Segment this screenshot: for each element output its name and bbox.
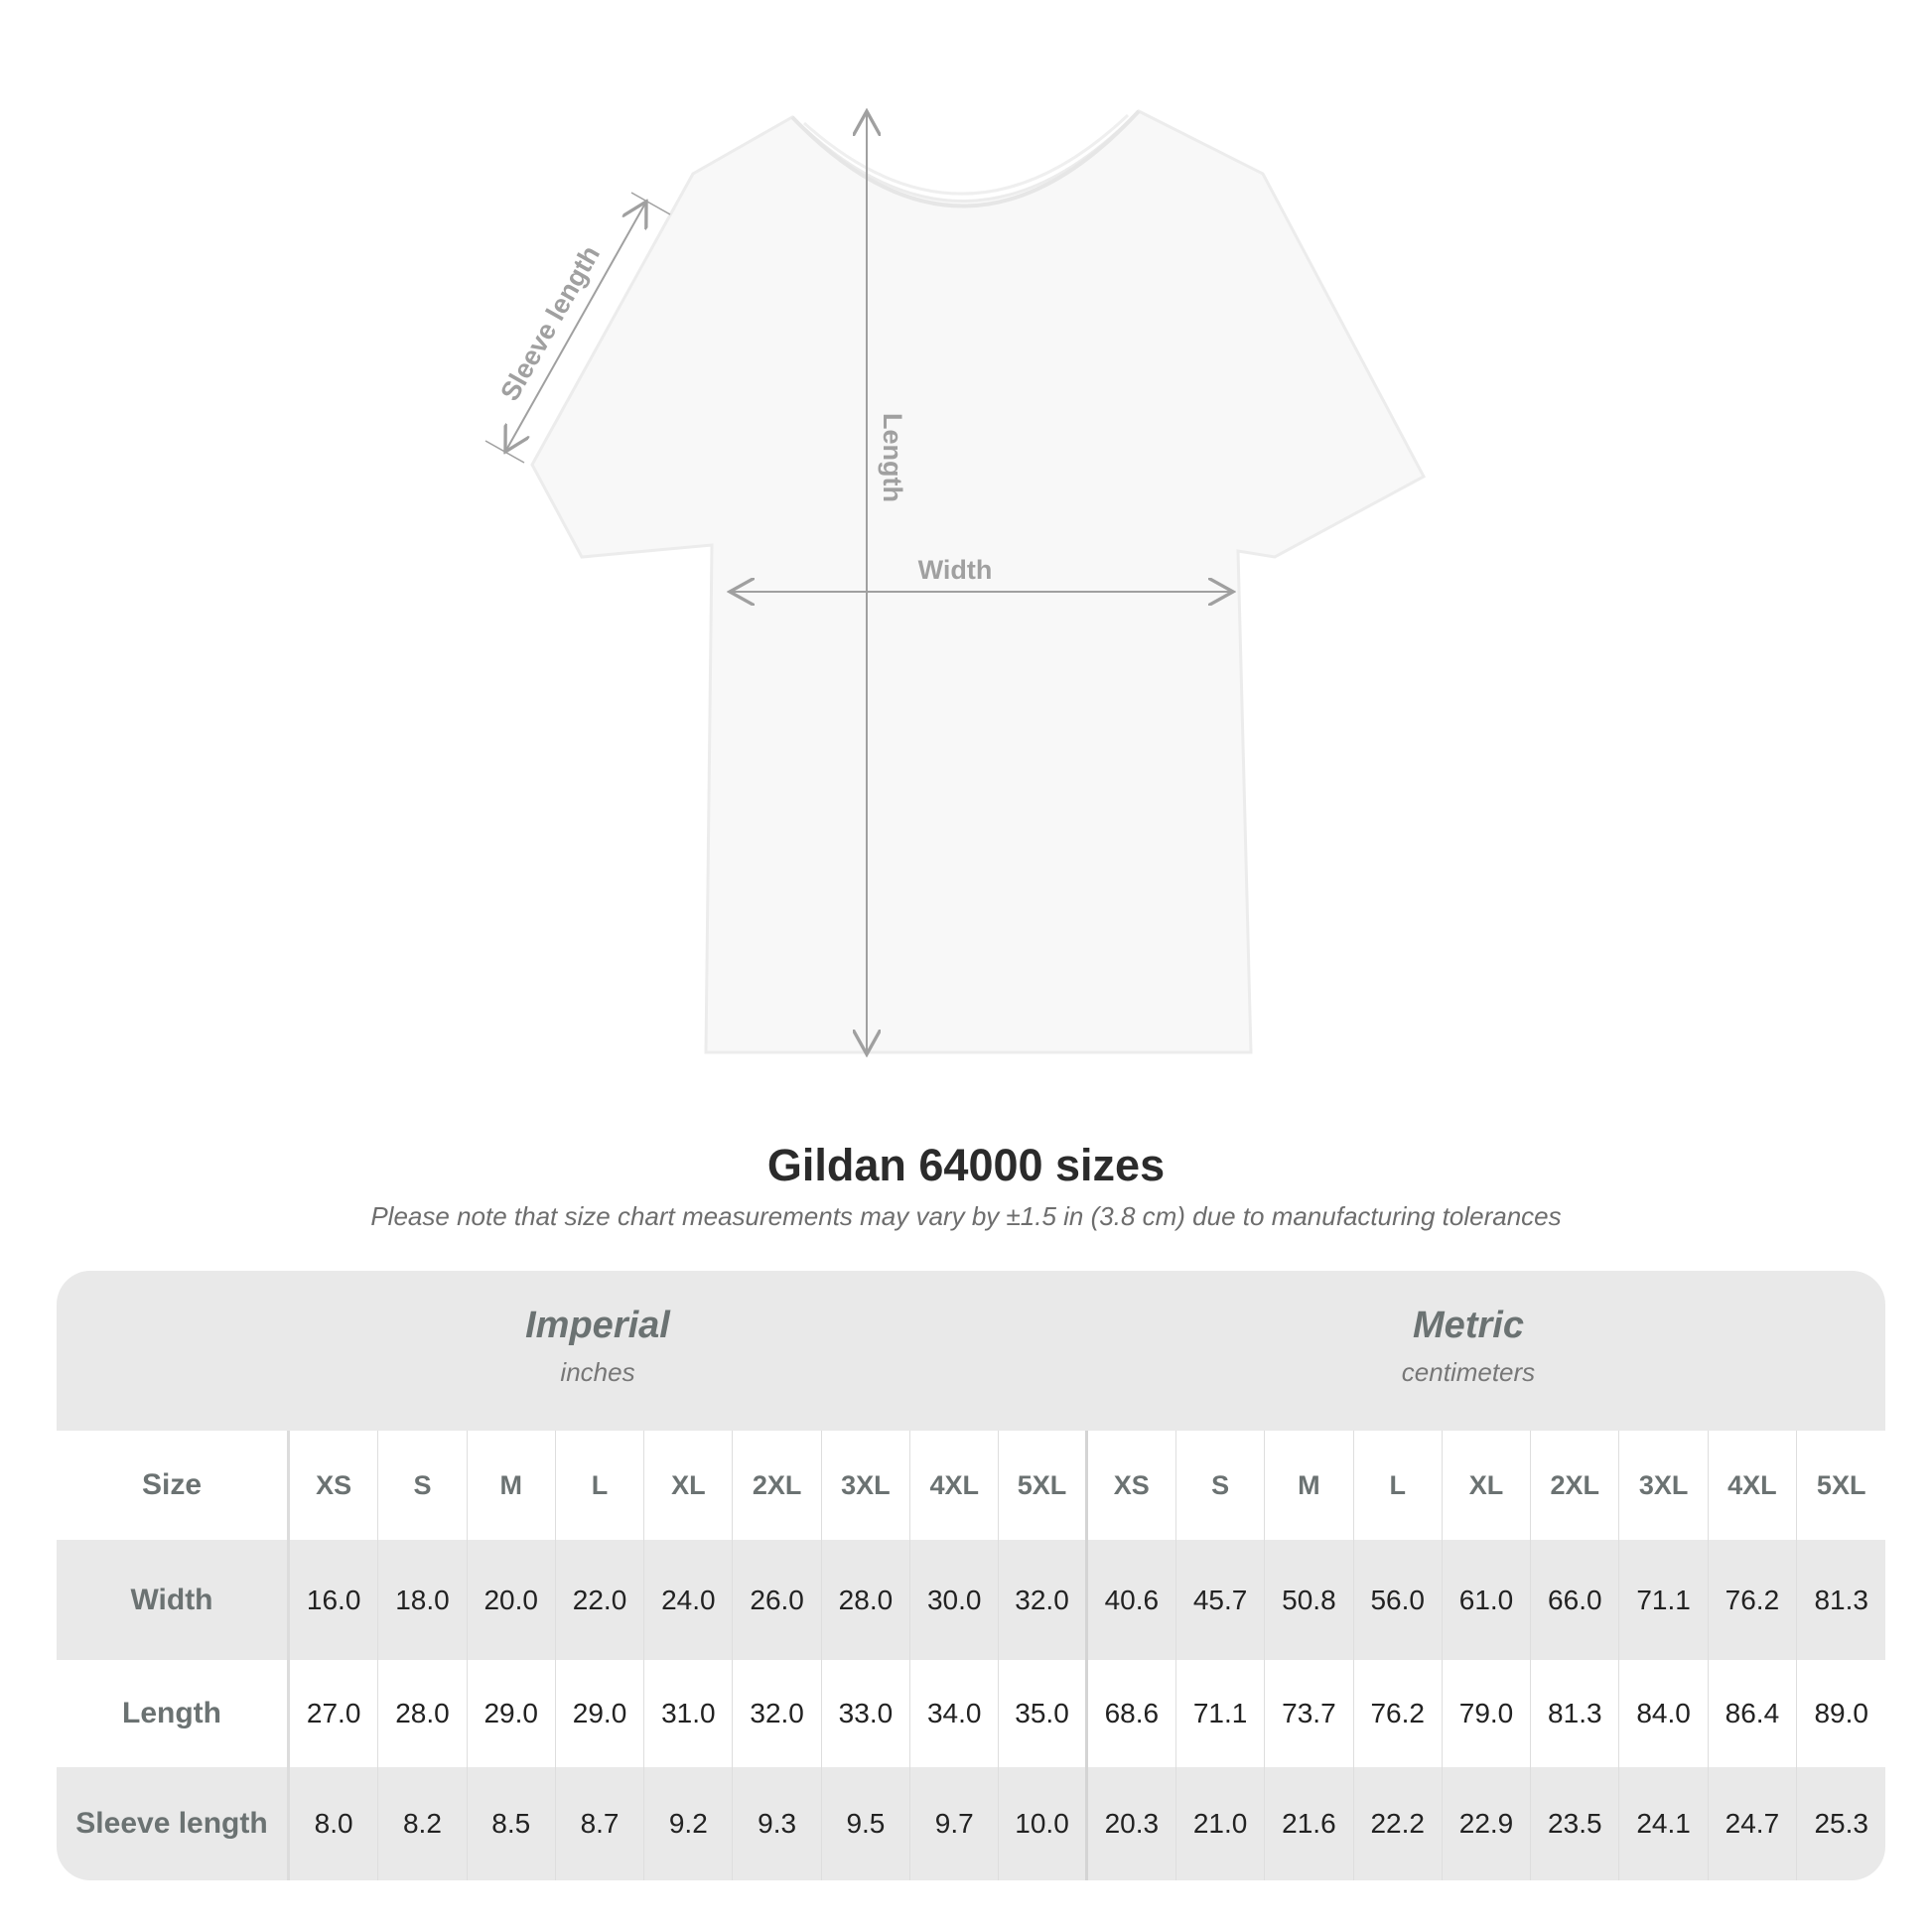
value-cell: 23.5 — [1531, 1767, 1620, 1880]
size-header-cell: XL — [1443, 1431, 1532, 1540]
value-cell: 32.0 — [733, 1660, 822, 1767]
unit-header: Imperial inches Metric centimeters — [57, 1271, 1885, 1431]
size-header-cell: XS — [290, 1431, 379, 1540]
value-cell: 29.0 — [468, 1660, 556, 1767]
value-cell: 32.0 — [999, 1540, 1088, 1660]
table-row: Width 16.0 18.0 20.0 22.0 24.0 26.0 28.0 30.0 32.… — [57, 1540, 1885, 1660]
value-cell: 28.0 — [378, 1660, 468, 1767]
row-label: Width — [57, 1540, 290, 1660]
value-cell: 56.0 — [1354, 1540, 1443, 1660]
sleeve-measure-line — [505, 202, 646, 452]
metric-header: Metric centimeters — [1171, 1305, 1766, 1388]
value-cell: 21.6 — [1265, 1767, 1354, 1880]
value-cell: 9.3 — [733, 1767, 822, 1880]
size-header-cell: XL — [644, 1431, 734, 1540]
size-header-cell: M — [1265, 1431, 1354, 1540]
value-cell: 31.0 — [644, 1660, 734, 1767]
size-header-row: Size XS S M L XL 2XL 3XL 4XL 5XL XS S M L XL 2XL 3XL 4XL 5… — [57, 1431, 1885, 1540]
value-cell: 34.0 — [910, 1660, 1000, 1767]
size-header-cell: L — [1354, 1431, 1443, 1540]
value-cell: 8.2 — [378, 1767, 468, 1880]
metric-title: Metric — [1413, 1305, 1524, 1346]
imperial-unit: inches — [560, 1357, 635, 1387]
size-header-cell: M — [468, 1431, 556, 1540]
table-row: Length 27.0 28.0 29.0 29.0 31.0 32.0 33.0 34.0 35… — [57, 1660, 1885, 1767]
imperial-title: Imperial — [525, 1305, 670, 1346]
size-header-cell: 3XL — [1619, 1431, 1709, 1540]
length-label: Length — [878, 413, 907, 502]
value-cell: 24.7 — [1709, 1767, 1798, 1880]
value-cell: 9.2 — [644, 1767, 734, 1880]
value-cell: 33.0 — [822, 1660, 911, 1767]
size-header-cell: 2XL — [1531, 1431, 1620, 1540]
value-cell: 35.0 — [999, 1660, 1088, 1767]
value-cell: 45.7 — [1176, 1540, 1266, 1660]
size-header-cell: 5XL — [1816, 1469, 1866, 1500]
value-cell: 84.0 — [1619, 1660, 1709, 1767]
metric-unit: centimeters — [1401, 1357, 1536, 1387]
value-cell: 8.5 — [468, 1767, 556, 1880]
value-cell: 71.1 — [1176, 1660, 1266, 1767]
value-cell: 25.3 — [1814, 1808, 1868, 1839]
row-label: Size — [57, 1431, 290, 1540]
value-cell: 24.1 — [1619, 1767, 1709, 1880]
value-cell: 40.6 — [1088, 1540, 1176, 1660]
value-cell: 9.5 — [822, 1767, 911, 1880]
value-cell: 20.0 — [468, 1540, 556, 1660]
value-cell: 61.0 — [1443, 1540, 1532, 1660]
value-cell: 89.0 — [1814, 1698, 1868, 1728]
value-cell: 24.0 — [644, 1540, 734, 1660]
value-cell: 29.0 — [556, 1660, 645, 1767]
value-cell: 66.0 — [1531, 1540, 1620, 1660]
value-cell: 16.0 — [290, 1540, 379, 1660]
size-header-cell: 4XL — [1709, 1431, 1798, 1540]
page-title: Gildan 64000 sizes — [766, 1140, 1166, 1190]
value-cell: 71.1 — [1619, 1540, 1709, 1660]
value-cell: 27.0 — [290, 1660, 379, 1767]
row-label: Length — [57, 1660, 290, 1767]
table-row: Sleeve length 8.0 8.2 8.5 8.7 9.2 9.3 9.5 9.7 10.… — [57, 1767, 1885, 1880]
size-header-cell: XS — [1088, 1431, 1176, 1540]
value-cell: 73.7 — [1265, 1660, 1354, 1767]
collar-inner-edge — [802, 113, 1130, 196]
value-cell: 76.2 — [1709, 1540, 1798, 1660]
value-cell: 22.9 — [1443, 1767, 1532, 1880]
imperial-header: Imperial inches — [300, 1305, 896, 1388]
value-cell: 10.0 — [999, 1767, 1088, 1880]
size-table: Imperial inches Metric centimeters Size X… — [57, 1271, 1885, 1880]
value-cell: 81.3 — [1531, 1660, 1620, 1767]
size-header-cell: 5XL — [999, 1431, 1088, 1540]
collar — [790, 109, 1141, 208]
value-cell: 8.7 — [556, 1767, 645, 1880]
value-cell: 20.3 — [1088, 1767, 1176, 1880]
value-cell: 30.0 — [910, 1540, 1000, 1660]
size-header-cell: S — [1176, 1431, 1266, 1540]
value-cell: 79.0 — [1443, 1660, 1532, 1767]
value-cell: 8.0 — [290, 1767, 379, 1880]
value-cell: 68.6 — [1088, 1660, 1176, 1767]
value-cell: 22.2 — [1354, 1767, 1443, 1880]
sleeve-measure-tick — [630, 192, 671, 215]
size-header-cell: 3XL — [822, 1431, 911, 1540]
value-cell: 26.0 — [733, 1540, 822, 1660]
row-label: Sleeve length — [57, 1767, 290, 1880]
value-cell: 28.0 — [822, 1540, 911, 1660]
value-cell: 81.3 — [1814, 1584, 1868, 1615]
tshirt-diagram: Length Width Sleeve length — [484, 0, 1427, 1112]
value-cell: 9.7 — [910, 1767, 1000, 1880]
value-cell: 86.4 — [1709, 1660, 1798, 1767]
sleeve-measure-tick — [484, 440, 525, 464]
value-cell: 76.2 — [1354, 1660, 1443, 1767]
size-header-cell: 4XL — [910, 1431, 1000, 1540]
value-cell: 50.8 — [1265, 1540, 1354, 1660]
value-cell: 22.0 — [556, 1540, 645, 1660]
value-cell: 21.0 — [1176, 1767, 1266, 1880]
size-header-cell: S — [378, 1431, 468, 1540]
tolerance-note: Please note that size chart measurements… — [370, 1201, 1562, 1231]
size-header-cell: L — [556, 1431, 645, 1540]
size-header-cell: 2XL — [733, 1431, 822, 1540]
width-label: Width — [918, 555, 993, 585]
value-cell: 18.0 — [378, 1540, 468, 1660]
